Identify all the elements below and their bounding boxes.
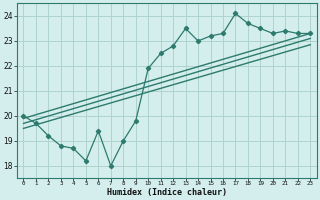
X-axis label: Humidex (Indice chaleur): Humidex (Indice chaleur) bbox=[107, 188, 227, 197]
